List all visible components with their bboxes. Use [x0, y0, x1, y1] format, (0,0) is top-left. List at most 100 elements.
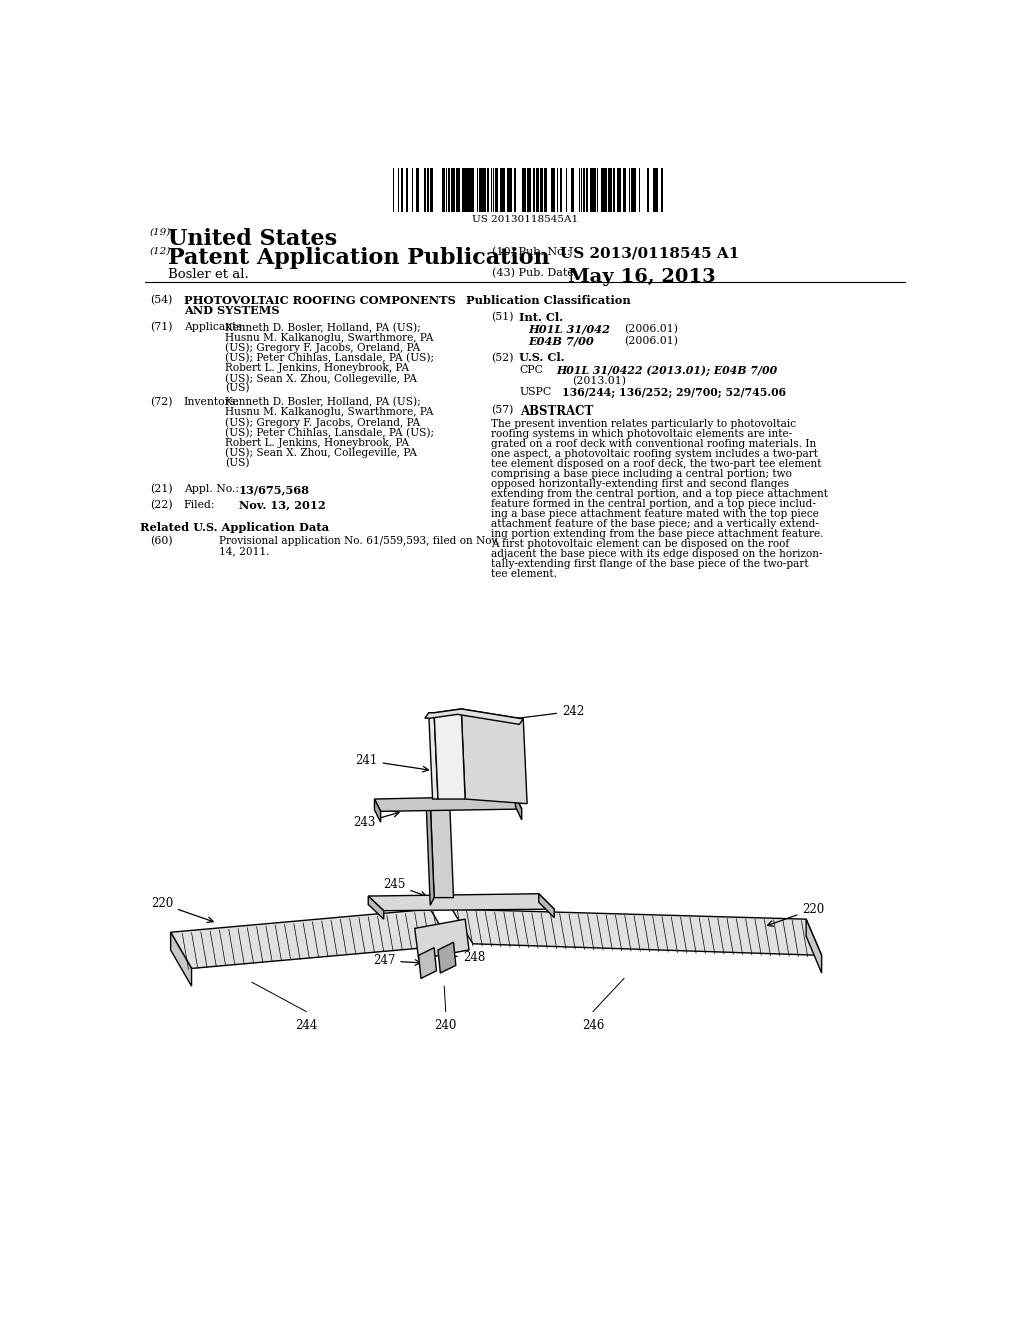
- Bar: [410, 168, 412, 213]
- Text: US 20130118545A1: US 20130118545A1: [472, 215, 578, 223]
- Bar: [525, 168, 527, 213]
- Text: PHOTOVOLTAIC ROOFING COMPONENTS: PHOTOVOLTAIC ROOFING COMPONENTS: [183, 294, 456, 306]
- Bar: [417, 168, 419, 213]
- Bar: [468, 168, 470, 213]
- Bar: [399, 168, 400, 213]
- Text: (2013.01): (2013.01): [572, 376, 626, 385]
- Bar: [452, 168, 453, 213]
- Text: (52): (52): [490, 352, 513, 363]
- Text: (12): (12): [150, 247, 171, 256]
- Text: (US); Gregory F. Jacobs, Oreland, PA: (US); Gregory F. Jacobs, Oreland, PA: [225, 417, 420, 428]
- Text: Husnu M. Kalkanoglu, Swarthmore, PA: Husnu M. Kalkanoglu, Swarthmore, PA: [225, 408, 433, 417]
- Bar: [621, 168, 624, 213]
- Text: adjacent the base piece with its edge disposed on the horizon-: adjacent the base piece with its edge di…: [490, 549, 822, 558]
- Text: H01L 31/042: H01L 31/042: [528, 323, 610, 335]
- Bar: [473, 168, 474, 213]
- Bar: [495, 168, 496, 213]
- Bar: [508, 168, 510, 213]
- Text: Provisional application No. 61/559,593, filed on Nov.: Provisional application No. 61/559,593, …: [219, 536, 499, 545]
- Polygon shape: [171, 909, 452, 969]
- Text: Bosler et al.: Bosler et al.: [168, 268, 249, 281]
- Text: (43) Pub. Date:: (43) Pub. Date:: [493, 268, 578, 279]
- Bar: [435, 168, 438, 213]
- Text: Husnu M. Kalkanoglu, Swarthmore, PA: Husnu M. Kalkanoglu, Swarthmore, PA: [225, 333, 433, 343]
- Text: 244: 244: [295, 1019, 317, 1032]
- Bar: [489, 168, 490, 213]
- Bar: [449, 168, 451, 213]
- Bar: [577, 168, 579, 213]
- Bar: [528, 168, 530, 213]
- Text: Patent Application Publication: Patent Application Publication: [168, 247, 550, 269]
- Bar: [456, 168, 458, 213]
- Bar: [598, 168, 600, 213]
- Text: roofing systems in which photovoltaic elements are inte-: roofing systems in which photovoltaic el…: [490, 429, 792, 438]
- Bar: [654, 168, 656, 213]
- Text: Robert L. Jenkins, Honeybrook, PA: Robert L. Jenkins, Honeybrook, PA: [225, 438, 409, 447]
- Bar: [560, 168, 562, 213]
- Bar: [586, 168, 588, 213]
- Text: May 16, 2013: May 16, 2013: [568, 268, 716, 285]
- Bar: [541, 168, 543, 213]
- Bar: [516, 168, 518, 213]
- Text: (US): (US): [225, 458, 250, 469]
- Bar: [397, 168, 399, 213]
- Bar: [554, 168, 555, 213]
- Text: (22): (22): [150, 499, 172, 510]
- Polygon shape: [806, 919, 821, 973]
- Bar: [640, 168, 642, 213]
- Text: 220: 220: [151, 898, 213, 923]
- Text: tee element.: tee element.: [490, 569, 557, 578]
- Bar: [581, 168, 583, 213]
- Polygon shape: [426, 801, 434, 906]
- Bar: [390, 168, 392, 213]
- Text: ABSTRACT: ABSTRACT: [520, 405, 593, 418]
- Bar: [474, 168, 477, 213]
- Polygon shape: [461, 709, 527, 804]
- Bar: [400, 168, 403, 213]
- Text: (51): (51): [490, 313, 513, 322]
- Text: feature formed in the central portion, and a top piece includ-: feature formed in the central portion, a…: [490, 499, 815, 508]
- Bar: [461, 168, 462, 213]
- Polygon shape: [369, 896, 384, 919]
- Text: Kenneth D. Bosler, Holland, PA (US);: Kenneth D. Bosler, Holland, PA (US);: [225, 322, 421, 333]
- Bar: [632, 168, 633, 213]
- Text: Robert L. Jenkins, Honeybrook, PA: Robert L. Jenkins, Honeybrook, PA: [225, 363, 409, 374]
- Bar: [510, 168, 512, 213]
- Bar: [548, 168, 550, 213]
- Text: Publication Classification: Publication Classification: [467, 294, 631, 306]
- Bar: [499, 168, 500, 213]
- Text: United States: United States: [168, 227, 338, 249]
- Text: grated on a roof deck with conventional roofing materials. In: grated on a roof deck with conventional …: [490, 438, 816, 449]
- Text: 247: 247: [373, 954, 421, 968]
- Text: Applicants:: Applicants:: [183, 322, 246, 333]
- Bar: [446, 168, 449, 213]
- Bar: [611, 168, 612, 213]
- Text: Related U.S. Application Data: Related U.S. Application Data: [139, 521, 329, 533]
- Bar: [643, 168, 645, 213]
- Bar: [603, 168, 604, 213]
- Text: AND SYSTEMS: AND SYSTEMS: [183, 305, 280, 315]
- Bar: [431, 168, 433, 213]
- Text: US 2013/0118545 A1: US 2013/0118545 A1: [560, 247, 739, 261]
- Bar: [563, 168, 565, 213]
- Polygon shape: [515, 796, 521, 820]
- Text: (54): (54): [150, 294, 172, 305]
- Text: (19): (19): [150, 227, 171, 236]
- Polygon shape: [429, 713, 438, 799]
- Bar: [420, 168, 422, 213]
- Bar: [609, 168, 611, 213]
- Polygon shape: [415, 919, 469, 960]
- Bar: [649, 168, 650, 213]
- Bar: [467, 168, 468, 213]
- Bar: [500, 168, 502, 213]
- Bar: [605, 168, 607, 213]
- Text: 13/675,568: 13/675,568: [239, 484, 310, 495]
- Text: Kenneth D. Bosler, Holland, PA (US);: Kenneth D. Bosler, Holland, PA (US);: [225, 397, 421, 408]
- Polygon shape: [452, 909, 821, 956]
- Text: 245: 245: [383, 878, 426, 896]
- Text: 240: 240: [434, 1019, 457, 1032]
- Bar: [442, 168, 444, 213]
- Polygon shape: [425, 709, 523, 725]
- Bar: [470, 168, 471, 213]
- Text: extending from the central portion, and a top piece attachment: extending from the central portion, and …: [490, 488, 827, 499]
